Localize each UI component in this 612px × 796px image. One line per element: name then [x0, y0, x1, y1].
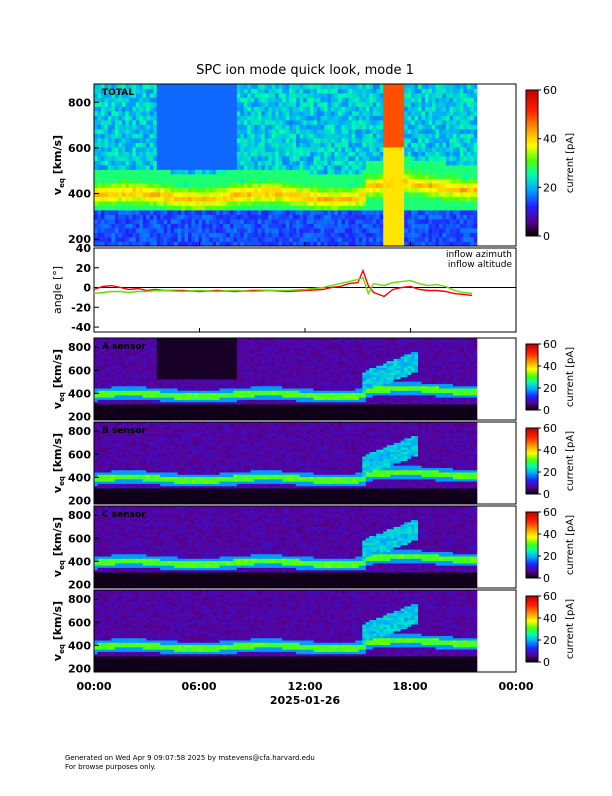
panel-label: A sensor — [102, 342, 147, 352]
x-tick-label-4: 00:00 — [498, 680, 533, 693]
panel-sensor-b: 200 400 600 800 B sensor veq [km/s] 0 20 40 60 cur… — [51, 422, 576, 508]
y-tick-label-3: 20 — [76, 262, 92, 275]
colorbar-tick-label-3: 60 — [543, 338, 557, 351]
colorbar-label: current [pA] — [565, 599, 576, 659]
colorbar-tick-label-1: 20 — [543, 550, 557, 563]
y-tick-label-0: -40 — [71, 321, 91, 334]
no-data-region — [477, 422, 516, 504]
y-tick-label-3: 800 — [68, 425, 91, 438]
footer-line-1: Generated on Wed Apr 9 09:07:58 2025 by … — [65, 754, 315, 762]
heatmap-cells-sensor-c — [94, 506, 478, 588]
y-tick-label-0: 200 — [68, 411, 91, 424]
colorbar-tick-label-2: 40 — [543, 133, 557, 146]
y-axis-label: veq [km/s] — [51, 349, 66, 409]
heatmap-cells-sensor-b — [94, 422, 478, 504]
y-tick-label-2: 600 — [68, 616, 91, 629]
colorbar-tick-label-0: 0 — [543, 488, 550, 501]
colorbar-tick-label-1: 20 — [543, 181, 557, 194]
y-tick-label-3: 800 — [68, 509, 91, 522]
no-data-region — [477, 84, 516, 246]
heatmap-cells-sensor-a — [94, 338, 478, 420]
y-tick-label-1: 400 — [68, 639, 91, 652]
y-tick-label-2: 600 — [68, 142, 91, 155]
colorbar-tick-label-3: 60 — [543, 506, 557, 519]
y-tick-label-0: 200 — [68, 663, 91, 676]
colorbar-label: current [pA] — [565, 515, 576, 575]
y-tick-label-1: 400 — [68, 471, 91, 484]
colorbar-tick-label-0: 0 — [543, 230, 550, 243]
heatmap-cells-total — [94, 84, 478, 246]
colorbar-tick-label-1: 20 — [543, 466, 557, 479]
y-axis-label: angle [°] — [51, 266, 64, 314]
x-tick-label-0: 00:00 — [76, 680, 111, 693]
x-tick-label-3: 18:00 — [392, 680, 427, 693]
panel-label: TOTAL — [102, 88, 134, 98]
y-axis-label: veq [km/s] — [51, 517, 66, 577]
colorbar-tick-label-2: 40 — [543, 360, 557, 373]
y-tick-label-1: 400 — [68, 188, 91, 201]
colorbar-tick-label-0: 0 — [543, 404, 550, 417]
colorbar-tick-label-2: 40 — [543, 528, 557, 541]
y-axis-label: veq [km/s] — [51, 135, 66, 195]
no-data-region — [477, 338, 516, 420]
y-axis-label: veq [km/s] — [51, 433, 66, 493]
heatmap-cells-sensor-d — [94, 590, 478, 672]
panel-label: C sensor — [102, 510, 146, 520]
colorbar-label: current [pA] — [565, 347, 576, 407]
y-tick-label-1: -20 — [71, 301, 91, 314]
y-tick-label-2: 0 — [83, 282, 91, 295]
colorbar-label: current [pA] — [565, 133, 576, 193]
panel-sensor-c: 200 400 600 800 C sensor veq [km/s] 0 20 40 60 cur… — [51, 506, 576, 592]
colorbar-tick-label-3: 60 — [543, 590, 557, 603]
colorbar-tick-label-1: 20 — [543, 382, 557, 395]
y-tick-label-4: 40 — [76, 242, 92, 255]
y-tick-label-3: 800 — [68, 341, 91, 354]
no-data-region — [477, 590, 516, 672]
colorbar — [526, 344, 538, 410]
x-tick-label-1: 06:00 — [181, 680, 216, 693]
y-tick-label-2: 600 — [68, 532, 91, 545]
colorbar-tick-label-0: 0 — [543, 656, 550, 669]
chart-title: SPC ion mode quick look, mode 1 — [196, 63, 414, 78]
x-tick-label-2: 12:00 — [287, 680, 322, 693]
no-data-region — [477, 506, 516, 588]
footer-line-2: For browse purposes only. — [65, 763, 156, 771]
panel-sensor-a: 200 400 600 800 A sensor veq [km/s] 0 20 40 60 cur… — [51, 338, 576, 424]
legend-entry-1: inflow altitude — [448, 260, 513, 270]
colorbar-tick-label-3: 60 — [543, 422, 557, 435]
colorbar — [526, 90, 538, 236]
colorbar — [526, 512, 538, 578]
x-axis: 00:00 06:00 12:00 18:00 00:00 2025-01-26 — [76, 680, 533, 707]
colorbar — [526, 428, 538, 494]
colorbar-label: current [pA] — [565, 431, 576, 491]
y-tick-label-2: 600 — [68, 364, 91, 377]
y-tick-label-1: 400 — [68, 555, 91, 568]
y-tick-label-0: 200 — [68, 579, 91, 592]
colorbar-tick-label-1: 20 — [543, 634, 557, 647]
x-axis-date: 2025-01-26 — [270, 694, 341, 707]
y-tick-label-1: 400 — [68, 387, 91, 400]
colorbar-tick-label-2: 40 — [543, 612, 557, 625]
colorbar-tick-label-0: 0 — [543, 572, 550, 585]
y-tick-label-2: 600 — [68, 448, 91, 461]
y-tick-label-3: 800 — [68, 96, 91, 109]
y-tick-label-0: 200 — [68, 495, 91, 508]
colorbar-tick-label-3: 60 — [543, 84, 557, 97]
y-tick-label-3: 800 — [68, 593, 91, 606]
panel-label: B sensor — [102, 426, 146, 436]
colorbar-tick-label-2: 40 — [543, 444, 557, 457]
y-axis-label: veq [km/s] — [51, 601, 66, 661]
legend-entry-0: inflow azimuth — [446, 250, 512, 260]
colorbar — [526, 596, 538, 662]
